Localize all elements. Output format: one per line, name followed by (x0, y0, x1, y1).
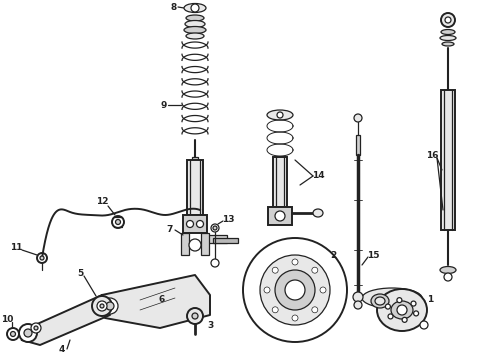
Circle shape (24, 329, 32, 337)
Text: 6: 6 (159, 296, 165, 305)
Ellipse shape (375, 297, 385, 305)
Text: 13: 13 (222, 216, 234, 225)
Circle shape (37, 253, 47, 263)
Circle shape (312, 307, 318, 313)
Ellipse shape (362, 288, 422, 308)
Circle shape (187, 308, 203, 324)
Text: 5: 5 (77, 270, 83, 279)
Circle shape (420, 321, 428, 329)
Circle shape (10, 332, 16, 337)
Circle shape (102, 298, 118, 314)
Text: 3: 3 (207, 320, 213, 329)
Ellipse shape (391, 301, 413, 319)
Text: 15: 15 (367, 251, 379, 260)
Circle shape (211, 259, 219, 267)
Text: 7: 7 (167, 225, 173, 234)
Circle shape (354, 114, 362, 122)
Circle shape (213, 226, 217, 230)
Circle shape (196, 220, 203, 228)
Circle shape (272, 267, 278, 273)
Circle shape (402, 318, 407, 322)
Ellipse shape (186, 15, 204, 21)
Circle shape (275, 270, 315, 310)
Circle shape (444, 273, 452, 281)
Circle shape (31, 323, 41, 333)
Circle shape (211, 224, 219, 232)
Bar (356, 135, 360, 155)
Text: 16: 16 (426, 150, 438, 159)
Text: 4: 4 (59, 346, 65, 355)
Circle shape (414, 311, 418, 316)
Circle shape (264, 287, 270, 293)
Bar (207, 235, 227, 243)
Circle shape (100, 304, 104, 308)
Circle shape (292, 315, 298, 321)
Ellipse shape (184, 4, 206, 13)
Circle shape (189, 239, 201, 251)
Ellipse shape (184, 27, 206, 33)
Circle shape (92, 296, 112, 316)
Polygon shape (102, 275, 210, 328)
Circle shape (275, 211, 285, 221)
Ellipse shape (441, 30, 455, 35)
Bar (192, 157, 198, 160)
Circle shape (354, 301, 362, 309)
Circle shape (397, 305, 407, 315)
Ellipse shape (442, 42, 454, 46)
Text: 2: 2 (330, 251, 336, 260)
Bar (187, 160, 203, 215)
Bar (213, 238, 238, 243)
Bar (273, 157, 287, 207)
Text: 1: 1 (427, 296, 433, 305)
Ellipse shape (313, 209, 323, 217)
Circle shape (19, 324, 37, 342)
Circle shape (191, 4, 199, 12)
Circle shape (445, 17, 451, 23)
Ellipse shape (186, 33, 204, 39)
Text: 8: 8 (171, 3, 177, 12)
Polygon shape (22, 295, 110, 345)
Circle shape (316, 264, 324, 272)
Circle shape (388, 314, 393, 319)
Circle shape (243, 238, 347, 342)
Ellipse shape (377, 289, 427, 331)
Circle shape (353, 292, 363, 302)
Circle shape (40, 256, 44, 260)
Ellipse shape (440, 266, 456, 274)
Circle shape (320, 287, 326, 293)
Text: 10: 10 (1, 315, 13, 324)
Bar (441, 90, 455, 230)
Text: 11: 11 (10, 243, 22, 252)
Circle shape (285, 280, 305, 300)
Circle shape (97, 301, 107, 311)
Text: 9: 9 (161, 100, 167, 109)
Circle shape (292, 259, 298, 265)
Circle shape (397, 298, 402, 303)
Circle shape (106, 302, 114, 310)
Circle shape (34, 326, 38, 330)
Text: 12: 12 (96, 198, 108, 207)
Circle shape (386, 304, 391, 309)
Circle shape (312, 267, 318, 273)
Circle shape (441, 13, 455, 27)
Circle shape (411, 301, 416, 306)
Circle shape (260, 255, 330, 325)
Bar (268, 207, 292, 225)
Circle shape (192, 313, 198, 319)
Bar (201, 233, 209, 255)
Circle shape (187, 220, 194, 228)
Bar (183, 215, 207, 233)
Circle shape (112, 216, 124, 228)
Circle shape (116, 220, 121, 225)
Text: 14: 14 (312, 171, 324, 180)
Ellipse shape (267, 110, 293, 120)
Circle shape (277, 112, 283, 118)
Ellipse shape (185, 21, 205, 27)
Circle shape (316, 283, 324, 291)
Ellipse shape (440, 36, 456, 40)
Bar (181, 233, 189, 255)
Circle shape (7, 328, 19, 340)
Circle shape (272, 307, 278, 313)
Ellipse shape (371, 294, 389, 308)
